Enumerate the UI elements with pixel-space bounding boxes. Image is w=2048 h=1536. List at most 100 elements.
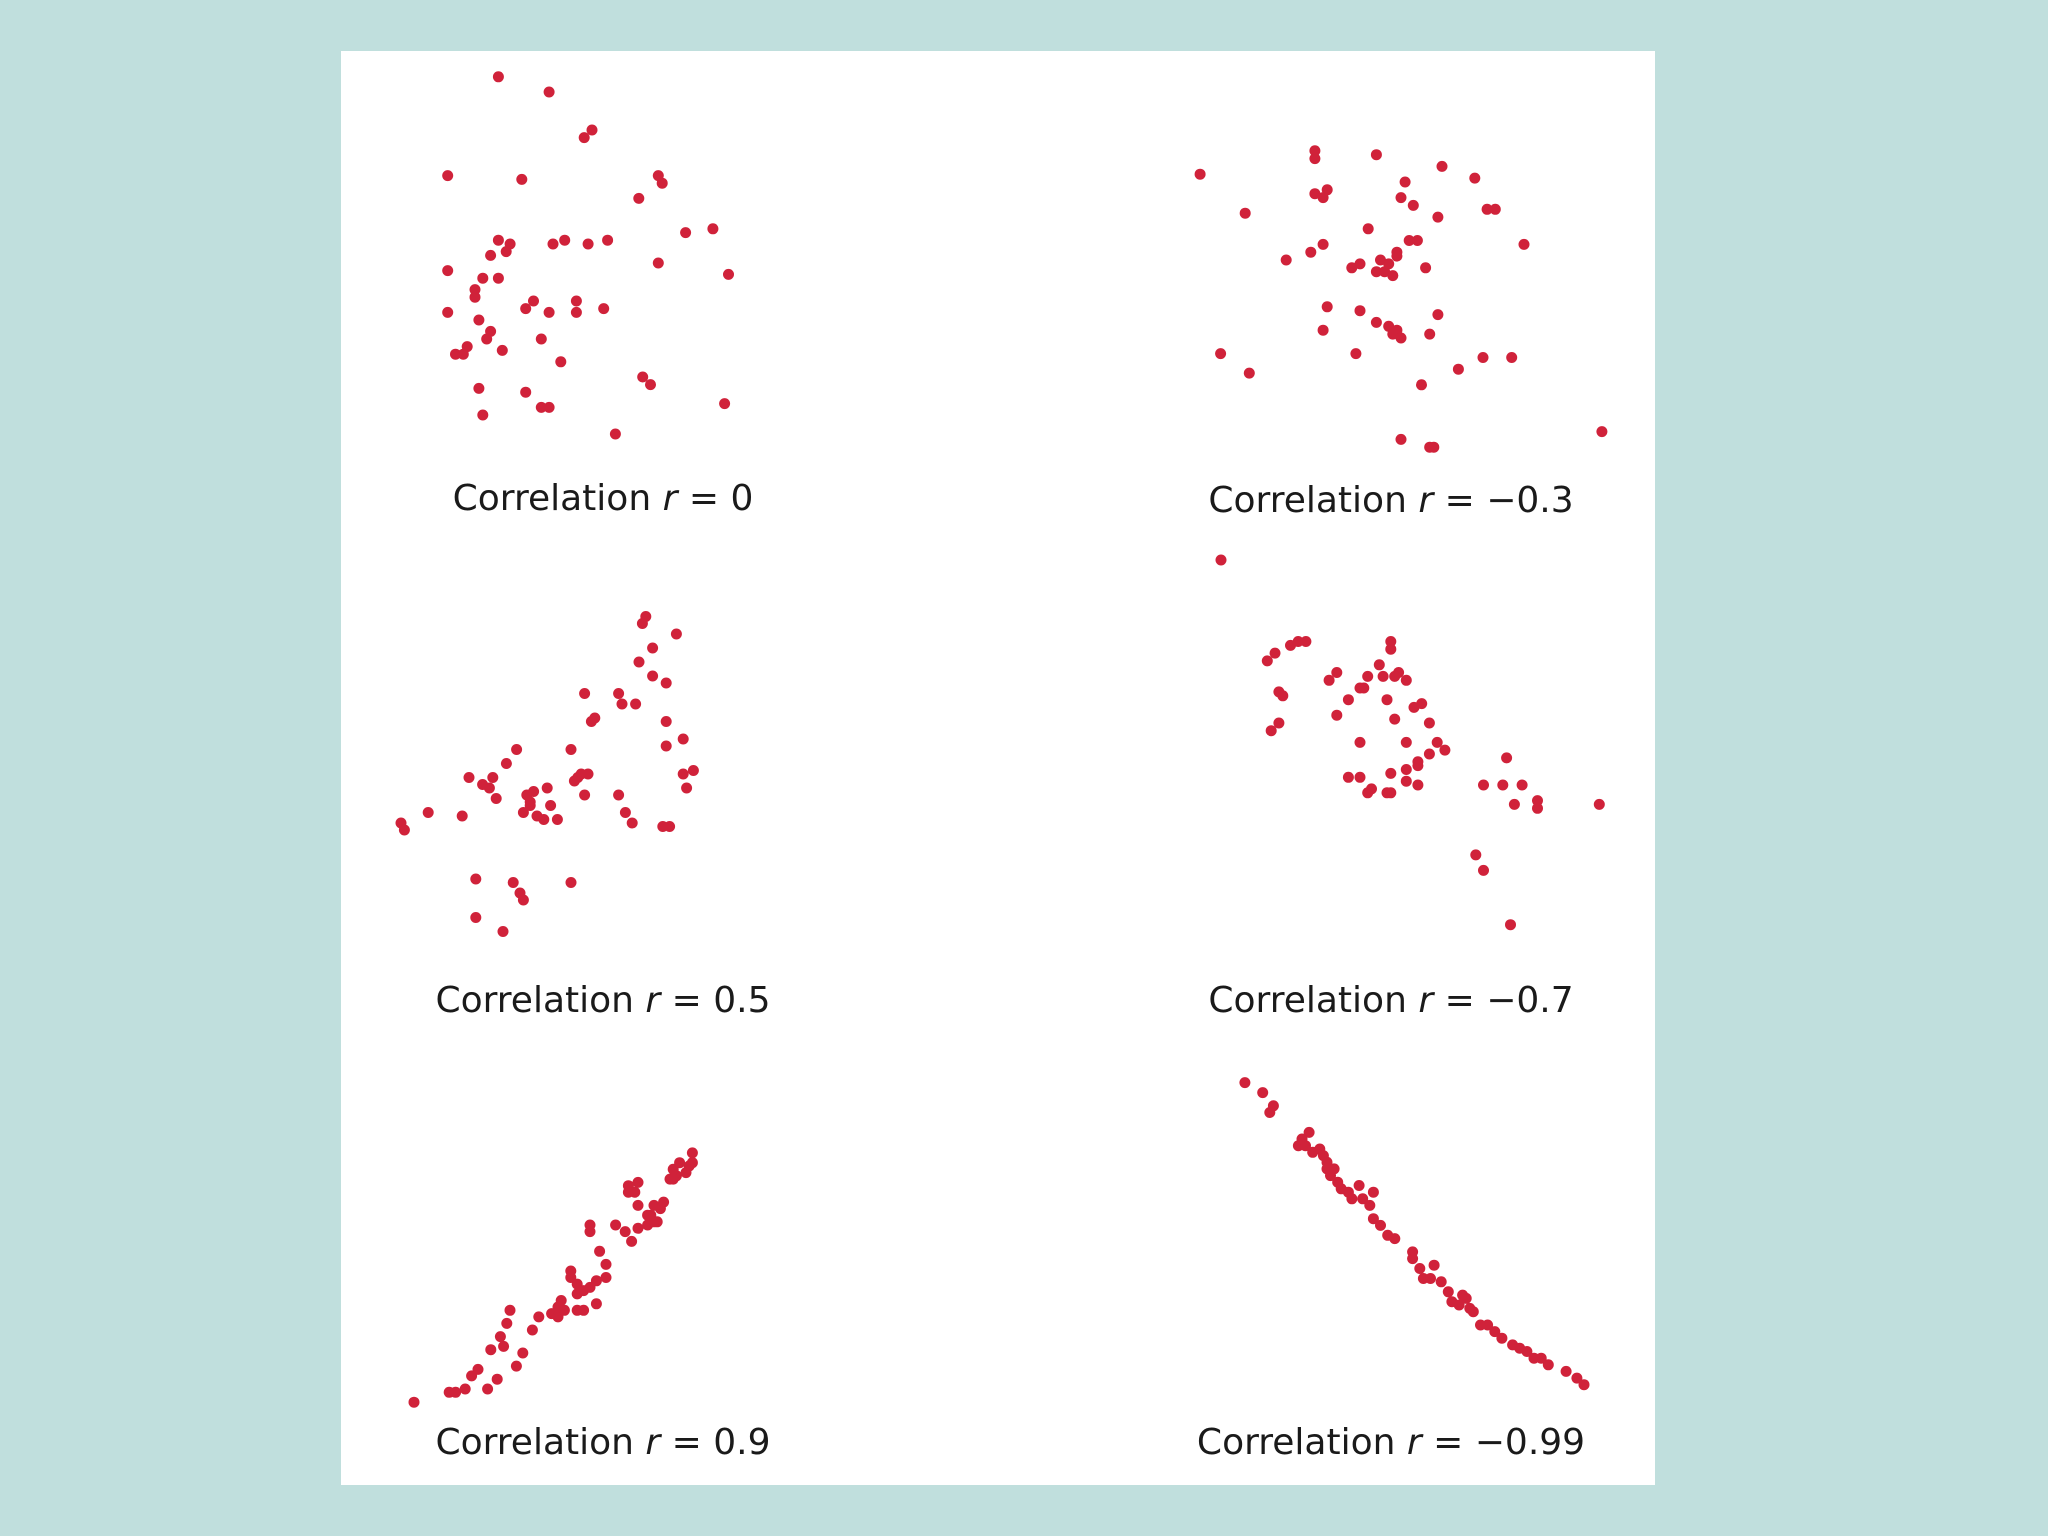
data-point (1215, 348, 1227, 360)
data-point (1489, 1326, 1501, 1338)
data-point (543, 86, 555, 98)
data-point (632, 1199, 644, 1211)
caption-r-0-5: Correlation r = 0.5 (435, 980, 771, 1021)
data-point (652, 257, 664, 269)
data-point (1317, 324, 1329, 336)
data-point (1257, 1087, 1269, 1099)
data-point (470, 912, 482, 923)
data-point (1505, 919, 1516, 931)
data-point (616, 698, 628, 710)
data-point (477, 409, 489, 421)
data-point (1303, 1126, 1315, 1138)
data-point (1416, 698, 1428, 710)
data-point (504, 1304, 516, 1316)
data-point (461, 341, 473, 353)
data-point (494, 1331, 506, 1343)
data-point (538, 814, 550, 825)
data-point (626, 1235, 638, 1247)
data-point (1416, 379, 1427, 391)
data-point (442, 265, 454, 277)
data-point (674, 1157, 686, 1169)
data-point (520, 386, 532, 398)
data-point (1478, 779, 1489, 791)
data-point (687, 765, 699, 776)
data-point (1273, 717, 1285, 729)
data-point (1400, 736, 1412, 748)
data-point (1412, 779, 1424, 791)
data-point (1243, 367, 1255, 379)
data-point (1400, 764, 1412, 775)
data-point (1321, 184, 1333, 196)
data-point (1264, 1107, 1276, 1118)
data-point (551, 814, 563, 825)
data-point (1442, 1286, 1454, 1298)
data-point (501, 1317, 513, 1329)
scatter-plot-r-neg-0-3 (1194, 145, 1608, 453)
data-point (1439, 744, 1451, 756)
data-point (1436, 160, 1448, 172)
data-point (500, 758, 512, 769)
data-point (477, 779, 489, 790)
data-point (1400, 775, 1412, 787)
data-point (565, 1265, 577, 1277)
data-point (578, 132, 590, 144)
data-point (1362, 223, 1374, 235)
figure-panel: Correlation r = 0 Correlation r = −0.3 C… (341, 51, 1655, 1485)
data-point (565, 744, 577, 755)
data-point (667, 1173, 679, 1185)
data-point (466, 1370, 478, 1382)
data-point (456, 810, 468, 822)
data-point (491, 1373, 503, 1385)
scatter-plot-r-0-9 (408, 1147, 698, 1408)
data-point (442, 170, 454, 182)
data-point (1307, 1146, 1319, 1158)
data-point (524, 800, 536, 811)
data-point (619, 807, 631, 818)
data-point (1194, 168, 1206, 180)
data-point (485, 249, 497, 261)
data-point (1532, 795, 1543, 807)
data-point (582, 238, 594, 250)
data-point (1354, 771, 1366, 783)
data-point (1321, 301, 1333, 313)
data-point (570, 306, 582, 318)
data-point (1342, 771, 1354, 783)
data-point (1367, 1213, 1379, 1225)
data-point (1506, 352, 1518, 363)
data-point (1457, 1289, 1469, 1301)
data-point (626, 817, 638, 829)
data-point (579, 688, 591, 699)
data-point (568, 775, 580, 787)
data-point (1407, 199, 1419, 211)
data-point (1432, 309, 1444, 321)
data-point (1375, 254, 1386, 266)
data-point (1428, 441, 1440, 453)
data-point (1432, 211, 1444, 223)
data-point (1373, 659, 1385, 671)
data-point (683, 1160, 695, 1172)
data-point (1596, 426, 1608, 438)
data-point (645, 1209, 657, 1221)
data-point (657, 821, 669, 832)
data-point (1578, 1379, 1590, 1391)
data-point (637, 371, 649, 383)
data-point (1389, 1233, 1401, 1245)
data-point (511, 744, 523, 755)
data-point (613, 688, 625, 699)
data-point (526, 1324, 538, 1336)
data-point (1277, 690, 1289, 702)
data-point (1364, 1199, 1376, 1211)
data-point (1354, 305, 1366, 317)
data-point (535, 333, 547, 345)
data-point (1309, 188, 1321, 200)
data-point (487, 772, 499, 783)
data-point (594, 1245, 606, 1257)
data-point (398, 824, 410, 836)
data-point (630, 698, 642, 710)
data-point (584, 1219, 596, 1231)
data-point (1395, 433, 1407, 445)
data-point (613, 789, 625, 801)
data-point (469, 284, 481, 296)
data-point (442, 306, 454, 318)
caption-r-0: Correlation r = 0 (452, 478, 754, 519)
